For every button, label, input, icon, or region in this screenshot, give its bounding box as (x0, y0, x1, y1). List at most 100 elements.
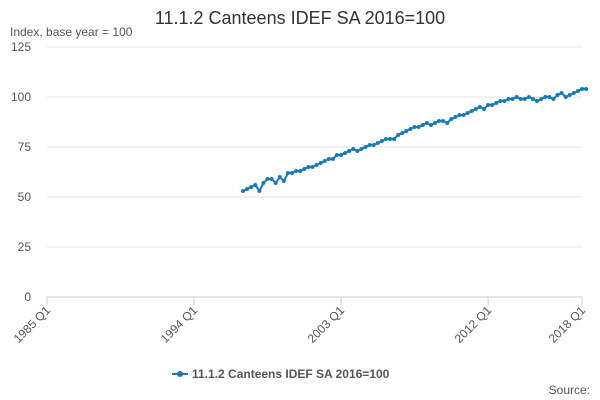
point (273, 181, 278, 185)
point (563, 95, 568, 99)
point (359, 147, 364, 151)
point (396, 133, 401, 137)
point (449, 117, 454, 121)
point (526, 95, 531, 99)
point (367, 143, 372, 147)
point (490, 103, 495, 107)
point (547, 95, 552, 99)
point (334, 153, 339, 157)
point (400, 131, 405, 135)
point (555, 93, 560, 97)
point (506, 97, 511, 101)
point (428, 123, 433, 127)
y-tick-label: 125 (11, 40, 31, 54)
point (575, 89, 580, 93)
point (453, 115, 458, 119)
point (498, 99, 503, 103)
point (281, 179, 286, 183)
point (265, 177, 270, 181)
y-tick-label: 75 (18, 140, 32, 154)
point (473, 107, 478, 111)
point (404, 129, 409, 133)
x-tick-label: 1985 Q1 (11, 303, 54, 346)
point (412, 125, 417, 129)
point (330, 157, 335, 161)
point (571, 91, 576, 95)
point (318, 161, 323, 165)
point (253, 183, 258, 187)
point (379, 139, 384, 143)
y-tick-label: 25 (18, 240, 32, 254)
point (420, 123, 425, 127)
point (543, 95, 548, 99)
point (322, 159, 327, 163)
point (518, 97, 523, 101)
y-tick-label: 100 (11, 90, 31, 104)
point (306, 165, 311, 169)
point (432, 121, 437, 125)
y-axis-label: Index, base year = 100 (10, 25, 133, 39)
point (441, 119, 446, 123)
x-tick-label: 1994 Q1 (158, 303, 201, 346)
point (580, 87, 584, 91)
point (539, 97, 544, 101)
source: Source: (549, 383, 590, 397)
point (363, 145, 368, 149)
point (241, 189, 246, 193)
point (310, 165, 315, 169)
point (535, 99, 540, 103)
point (277, 175, 282, 179)
point (559, 91, 564, 95)
point (314, 163, 319, 167)
point (522, 97, 527, 101)
point (326, 157, 331, 161)
point (347, 149, 352, 153)
y-tick-label: 50 (18, 190, 32, 204)
point (510, 97, 515, 101)
x-tick-label: 2018 Q1 (546, 303, 589, 346)
point (257, 189, 262, 193)
point (290, 171, 295, 175)
point (584, 87, 589, 91)
point (424, 121, 429, 125)
point (567, 93, 572, 97)
x-tick-label: 2012 Q1 (452, 303, 495, 346)
point (298, 169, 303, 173)
point (249, 185, 254, 189)
point (486, 103, 491, 107)
point (383, 137, 388, 141)
series-line (242, 88, 587, 193)
point (343, 151, 348, 155)
legend-marker (177, 371, 183, 377)
point (457, 113, 462, 117)
point (465, 111, 470, 115)
point (551, 97, 556, 101)
point (269, 177, 274, 181)
point (302, 167, 307, 171)
point (355, 149, 360, 153)
point (481, 107, 486, 111)
point (339, 153, 344, 157)
point (502, 99, 507, 103)
y-tick-label: 0 (24, 290, 31, 304)
point (437, 119, 442, 123)
point (351, 147, 356, 151)
point (494, 101, 499, 105)
point (469, 109, 474, 113)
point (461, 113, 466, 117)
point (514, 95, 519, 99)
x-tick-label: 2003 Q1 (305, 303, 348, 346)
point (375, 141, 380, 145)
point (285, 171, 290, 175)
point (388, 137, 393, 141)
chart-title: 11.1.2 Canteens IDEF SA 2016=100 (155, 8, 445, 28)
point (392, 137, 397, 141)
legend-label: 11.1.2 Canteens IDEF SA 2016=100 (192, 367, 390, 381)
point (371, 143, 376, 147)
point (530, 97, 535, 101)
point (416, 125, 421, 129)
point (245, 187, 250, 191)
point (408, 127, 413, 131)
